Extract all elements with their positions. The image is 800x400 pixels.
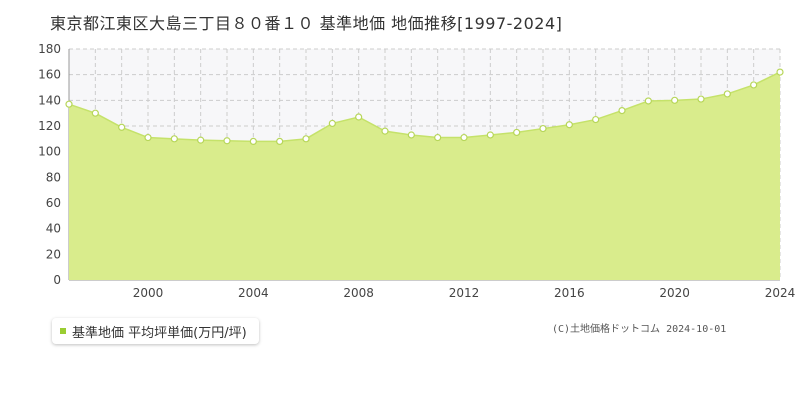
- data-point: [170, 135, 178, 143]
- x-tick-label: 2004: [238, 286, 269, 300]
- series-line: [68, 71, 781, 143]
- data-point: [118, 123, 126, 131]
- data-point: [302, 135, 310, 143]
- copyright-text: (C)土地価格ドットコム 2024-10-01: [552, 324, 727, 335]
- x-tick-label: 2020: [659, 286, 690, 300]
- y-tick-label: 40: [46, 222, 61, 236]
- data-point: [328, 119, 336, 128]
- y-axis-ticks: 0 20 40 60 80 100 120 140 160 180: [38, 42, 61, 287]
- y-tick-label: 0: [53, 273, 61, 287]
- y-tick-label: 80: [46, 170, 61, 184]
- data-point: [434, 133, 442, 142]
- data-point: [513, 128, 521, 137]
- legend-swatch: [60, 328, 66, 334]
- data-point: [723, 90, 731, 98]
- data-point: [592, 115, 600, 124]
- data-point: [565, 121, 573, 129]
- data-point: [460, 133, 468, 142]
- data-point: [197, 136, 205, 144]
- data-point: [407, 131, 415, 139]
- y-tick-label: 180: [38, 42, 61, 56]
- y-tick-label: 100: [38, 145, 61, 159]
- data-point: [144, 133, 152, 142]
- y-tick-label: 120: [38, 119, 61, 133]
- x-tick-label: 2024: [765, 286, 796, 300]
- x-tick-label: 2012: [449, 286, 480, 300]
- data-point: [91, 109, 99, 117]
- x-tick-label: 2008: [343, 286, 374, 300]
- data-point: [249, 137, 257, 145]
- y-tick-label: 60: [46, 196, 61, 210]
- data-point: [671, 96, 679, 104]
- y-tick-label: 140: [38, 93, 61, 107]
- x-axis-ticks: 2000 2004 2008 2012 2016 2020 2024: [133, 286, 796, 300]
- data-point: [223, 137, 231, 145]
- y-tick-label: 160: [38, 68, 61, 82]
- data-point: [539, 124, 547, 133]
- data-point: [697, 95, 705, 103]
- legend: 基準地価 平均坪単価(万円/坪): [52, 318, 259, 344]
- data-point: [486, 131, 494, 139]
- data-point: [381, 127, 389, 135]
- x-tick-label: 2016: [554, 286, 585, 300]
- data-point: [750, 81, 758, 89]
- data-point: [618, 106, 626, 115]
- series-area: [69, 72, 780, 280]
- data-point: [644, 97, 652, 105]
- data-point: [776, 68, 784, 76]
- data-point: [355, 113, 363, 121]
- data-points: [65, 68, 784, 145]
- data-point: [276, 137, 284, 145]
- chart-title: 東京都江東区大島三丁目８０番１０ 基準地価 地価推移[1997-2024]: [50, 14, 563, 33]
- x-tick-label: 2000: [133, 286, 164, 300]
- y-tick-label: 20: [46, 247, 61, 261]
- data-point: [65, 100, 73, 108]
- legend-label: 基準地価 平均坪単価(万円/坪): [72, 325, 247, 341]
